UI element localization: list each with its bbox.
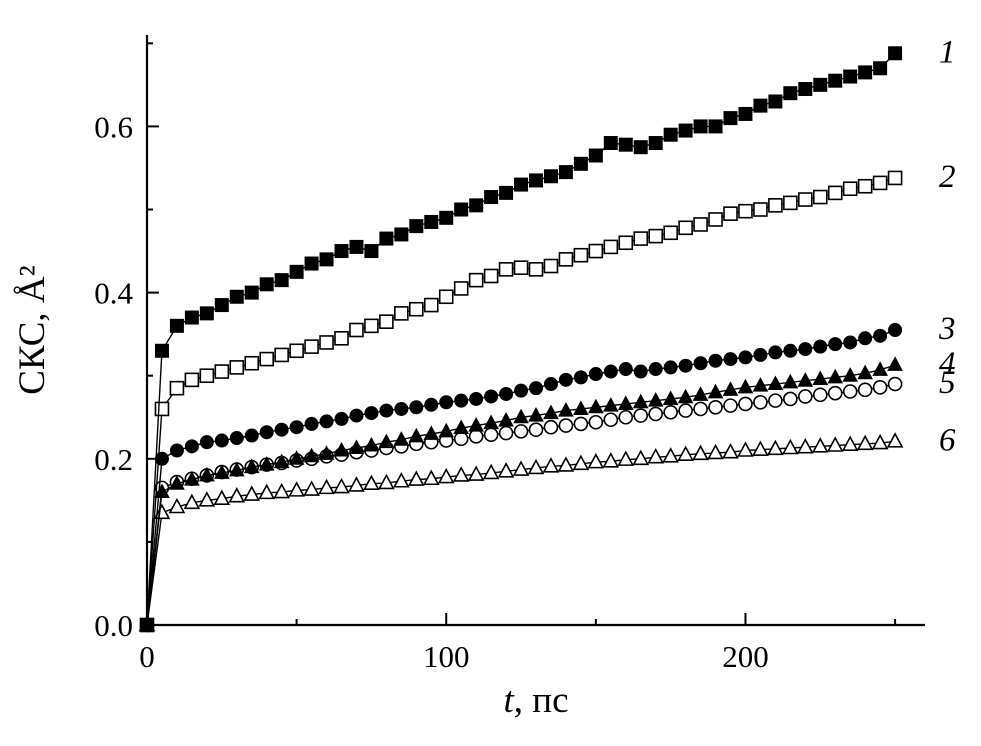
y-tick-label: 0.0 xyxy=(94,608,133,643)
series-4: 4 xyxy=(139,346,956,631)
series-line xyxy=(146,364,896,626)
y-axis-title: СКС, Å² xyxy=(12,265,53,394)
series-1: 1 xyxy=(140,34,956,632)
x-axis-title: t, пс xyxy=(503,680,568,721)
y-tick-label: 0.4 xyxy=(94,276,133,311)
series-line xyxy=(146,52,896,626)
ticks xyxy=(146,42,897,626)
x-tick-label: 200 xyxy=(722,639,769,674)
y-tick-label: 0.2 xyxy=(94,442,133,477)
series-line xyxy=(146,177,896,626)
x-tick-label: 100 xyxy=(423,639,470,674)
tick-labels: 0 100 200 0.0 0.2 0.4 0.6 xyxy=(94,109,768,674)
series-number-label: 2 xyxy=(939,159,956,195)
axes xyxy=(145,35,925,627)
series-number-label: 6 xyxy=(939,422,956,458)
series-6: 6 xyxy=(138,422,956,632)
series-number-label: 1 xyxy=(939,34,956,70)
series-number-label: 3 xyxy=(938,311,956,347)
x-tick-label: 0 xyxy=(139,639,155,674)
series-2: 2 xyxy=(139,159,956,633)
y-tick-label: 0.6 xyxy=(94,109,133,144)
series-number-label: 5 xyxy=(939,365,956,401)
series-line xyxy=(146,329,896,626)
series-number-label: 4 xyxy=(939,346,956,382)
